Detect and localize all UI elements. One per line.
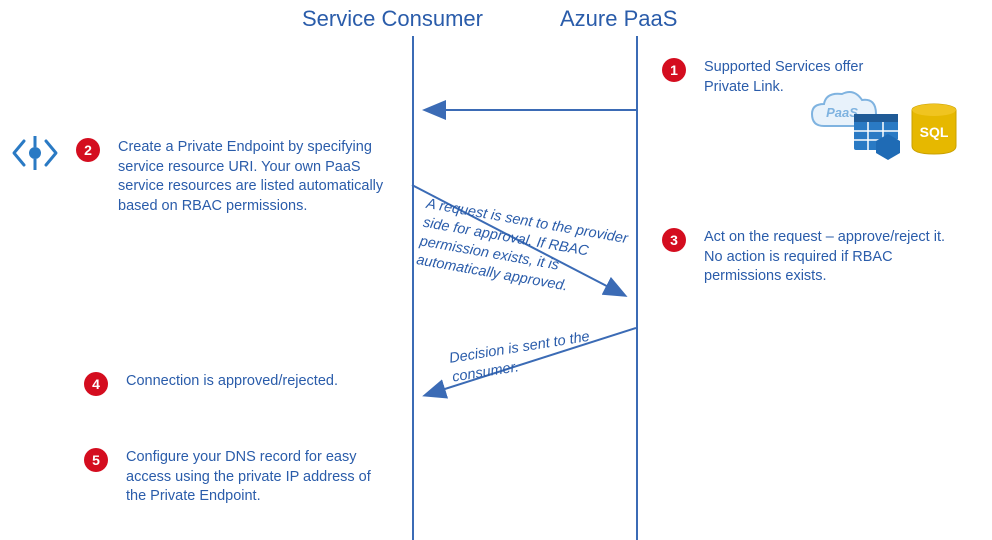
sql-db-icon: SQL: [912, 104, 956, 154]
badge-5: 5: [84, 448, 108, 472]
badge-1: 1: [662, 58, 686, 82]
lane-line-left: [412, 36, 414, 540]
lane-line-right: [636, 36, 638, 540]
svg-text:PaaS: PaaS: [826, 105, 858, 120]
step-3: 3 Act on the request – approve/reject it…: [662, 228, 962, 287]
arrow-3-label: Decision is sent to the consumer.: [448, 323, 627, 388]
step-3-text: Act on the request – approve/reject it. …: [704, 228, 962, 287]
step-2-text: Create a Private Endpoint by specifying …: [118, 138, 396, 216]
header-paas: Azure PaaS: [560, 6, 677, 32]
step-4: 4 Connection is approved/rejected.: [84, 372, 344, 396]
header-consumer: Service Consumer: [302, 6, 483, 32]
svg-text:SQL: SQL: [920, 124, 949, 140]
badge-4: 4: [84, 372, 108, 396]
step-4-text: Connection is approved/rejected.: [126, 372, 338, 392]
private-endpoint-icon: [10, 128, 60, 178]
badge-2: 2: [76, 138, 100, 162]
step-2: 2 Create a Private Endpoint by specifyin…: [76, 138, 396, 216]
arrow-2-label: A request is sent to the provider side f…: [415, 195, 635, 306]
step-5: 5 Configure your DNS record for easy acc…: [84, 448, 394, 507]
badge-3: 3: [662, 228, 686, 252]
paas-icons-cluster: PaaS SQL: [804, 90, 974, 170]
step-5-text: Configure your DNS record for easy acces…: [126, 448, 394, 507]
